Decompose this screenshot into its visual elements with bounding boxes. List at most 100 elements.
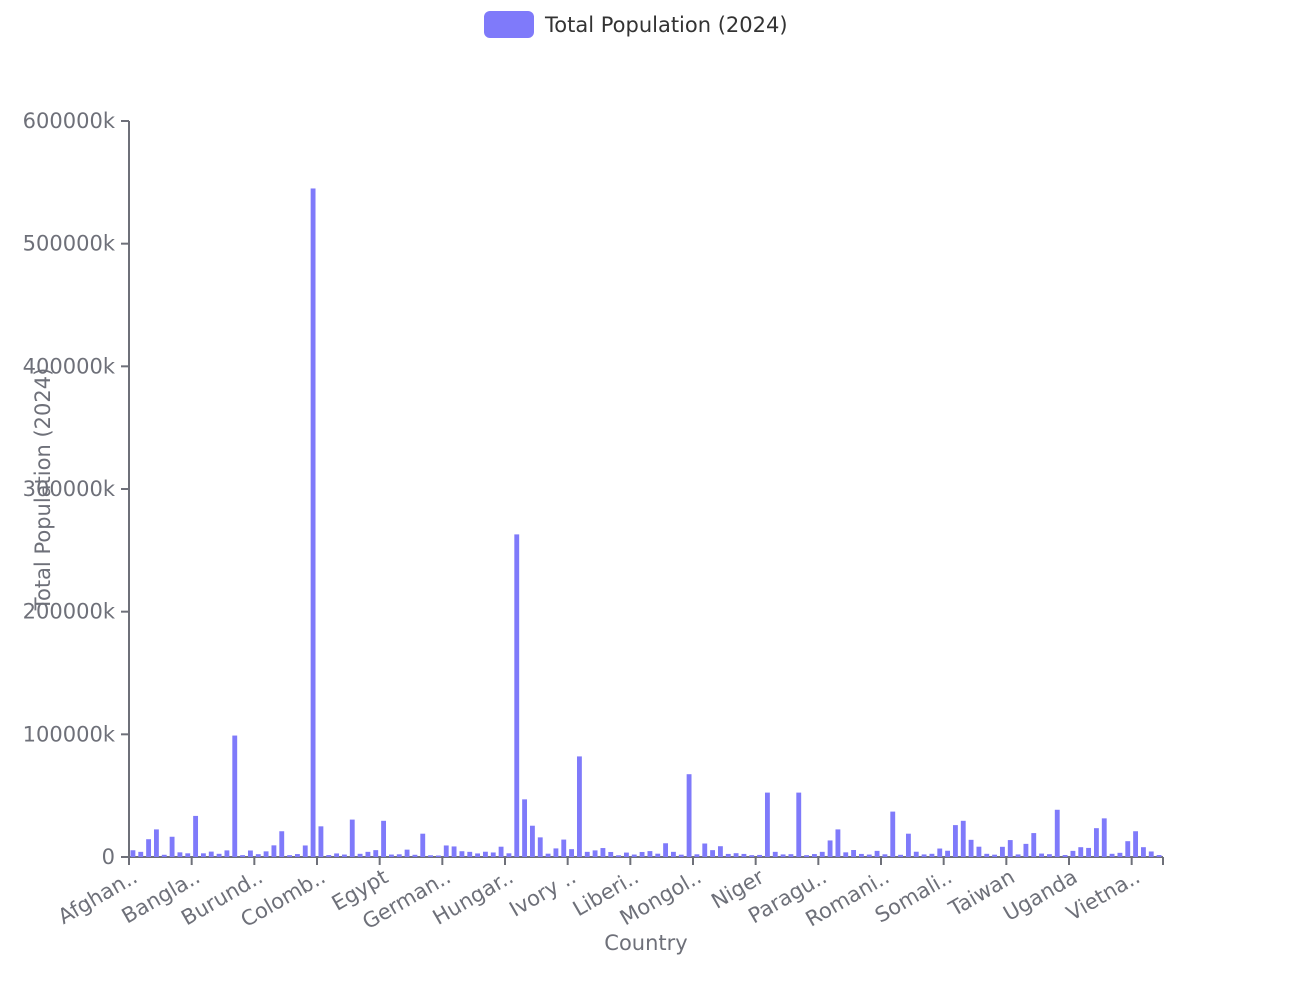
bar[interactable] (992, 854, 998, 857)
bar[interactable] (287, 855, 293, 857)
bar[interactable] (976, 846, 982, 857)
bar[interactable] (569, 849, 575, 857)
bar[interactable] (443, 845, 449, 857)
bar[interactable] (1117, 852, 1123, 857)
bar[interactable] (1148, 851, 1154, 857)
bar[interactable] (1156, 855, 1162, 857)
bar[interactable] (1140, 847, 1146, 857)
bar[interactable] (263, 851, 269, 857)
bar[interactable] (647, 851, 653, 857)
bar[interactable] (537, 837, 543, 857)
legend-label[interactable]: Total Population (2024) (544, 13, 788, 37)
bar[interactable] (757, 854, 763, 857)
bar[interactable] (498, 846, 504, 857)
bar[interactable] (913, 851, 919, 857)
bar[interactable] (623, 852, 629, 857)
bar[interactable] (146, 839, 152, 857)
bar[interactable] (475, 853, 481, 857)
bar[interactable] (341, 854, 347, 857)
bar[interactable] (294, 854, 300, 857)
bar[interactable] (858, 853, 864, 857)
bar[interactable] (396, 854, 402, 857)
bar[interactable] (608, 851, 614, 857)
bar[interactable] (741, 853, 747, 857)
bar[interactable] (200, 853, 206, 857)
bar[interactable] (1078, 847, 1084, 857)
bar[interactable] (890, 811, 896, 857)
bar[interactable] (482, 851, 488, 857)
bar[interactable] (561, 839, 567, 857)
bar[interactable] (334, 853, 340, 857)
bar[interactable] (529, 825, 535, 857)
bar[interactable] (216, 853, 222, 857)
bar[interactable] (1133, 831, 1139, 857)
bar[interactable] (678, 854, 684, 857)
bar[interactable] (764, 792, 770, 857)
bar[interactable] (153, 829, 159, 857)
bar[interactable] (937, 848, 943, 857)
bar[interactable] (349, 819, 355, 857)
bar[interactable] (710, 850, 716, 857)
bar[interactable] (161, 854, 167, 857)
bar[interactable] (1109, 853, 1115, 857)
bar[interactable] (639, 851, 645, 857)
bar[interactable] (357, 853, 363, 857)
bar[interactable] (1062, 855, 1068, 857)
bar[interactable] (1125, 841, 1131, 857)
bar[interactable] (898, 854, 904, 857)
bar[interactable] (725, 853, 731, 857)
bar[interactable] (616, 855, 622, 857)
bar[interactable] (130, 850, 136, 857)
bar[interactable] (255, 854, 261, 857)
bar[interactable] (780, 854, 786, 857)
bar[interactable] (694, 854, 700, 857)
bar[interactable] (843, 852, 849, 857)
bar[interactable] (279, 831, 285, 857)
legend[interactable]: Total Population (2024) (484, 11, 788, 38)
bar[interactable] (208, 851, 214, 857)
bar[interactable] (960, 820, 966, 857)
bar[interactable] (467, 851, 473, 857)
bar[interactable] (412, 854, 418, 857)
bar[interactable] (1086, 847, 1092, 857)
bar[interactable] (655, 853, 661, 857)
bar[interactable] (835, 829, 841, 857)
bar[interactable] (138, 851, 144, 857)
bar[interactable] (553, 848, 559, 857)
bar[interactable] (811, 854, 817, 857)
bar[interactable] (193, 815, 199, 857)
bar[interactable] (302, 845, 308, 857)
bar[interactable] (318, 826, 324, 857)
bar[interactable] (984, 853, 990, 857)
bar[interactable] (1007, 840, 1013, 857)
bar[interactable] (185, 853, 191, 857)
bar[interactable] (506, 853, 512, 857)
bar[interactable] (717, 846, 723, 857)
bar[interactable] (1046, 854, 1052, 857)
bar[interactable] (952, 825, 958, 857)
bar[interactable] (631, 854, 637, 857)
bar[interactable] (882, 854, 888, 857)
bar[interactable] (702, 843, 708, 857)
bar[interactable] (670, 851, 676, 857)
bar[interactable] (1070, 850, 1076, 857)
legend-swatch[interactable] (484, 11, 534, 38)
bar[interactable] (819, 851, 825, 857)
bar[interactable] (240, 855, 246, 857)
bar[interactable] (772, 851, 778, 857)
bar[interactable] (663, 843, 669, 857)
bar[interactable] (381, 820, 387, 857)
bar[interactable] (388, 854, 394, 857)
bar[interactable] (459, 851, 465, 857)
bar[interactable] (1054, 809, 1060, 857)
bar[interactable] (1015, 854, 1021, 857)
bar[interactable] (177, 852, 183, 857)
bar[interactable] (686, 774, 692, 857)
bar[interactable] (733, 853, 739, 857)
bar[interactable] (514, 534, 520, 857)
bar[interactable] (1093, 828, 1099, 857)
bar[interactable] (576, 756, 582, 857)
bar[interactable] (545, 853, 551, 857)
bar[interactable] (169, 836, 175, 857)
bar[interactable] (428, 855, 434, 857)
